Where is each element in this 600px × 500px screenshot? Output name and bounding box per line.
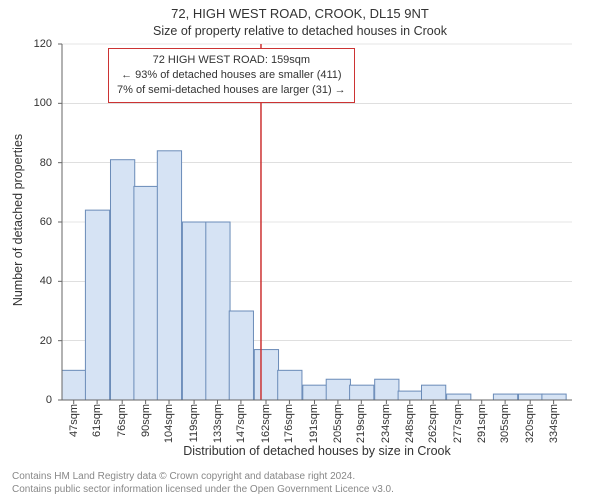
x-tick-label: 205sqm: [332, 404, 344, 443]
chart-container: 72, HIGH WEST ROAD, CROOK, DL15 9NT Size…: [0, 0, 600, 500]
y-tick-label: 100: [2, 97, 52, 109]
x-tick-label: 277sqm: [452, 404, 464, 443]
footer-line1: Contains HM Land Registry data © Crown c…: [12, 470, 394, 483]
y-axis-ticks: 020406080100120: [0, 44, 58, 400]
x-tick-label: 90sqm: [140, 404, 152, 437]
x-tick-label: 176sqm: [283, 404, 295, 443]
annotation-box: 72 HIGH WEST ROAD: 159sqm ← 93% of detac…: [108, 48, 355, 103]
x-tick-label: 305sqm: [499, 404, 511, 443]
x-tick-label: 147sqm: [235, 404, 247, 443]
x-axis-label: Distribution of detached houses by size …: [62, 444, 572, 458]
x-tick-label: 320sqm: [524, 404, 536, 443]
annotation-line2: ← 93% of detached houses are smaller (41…: [117, 68, 346, 83]
footer-attribution: Contains HM Land Registry data © Crown c…: [12, 470, 394, 496]
x-tick-label: 76sqm: [116, 404, 128, 437]
x-tick-label: 291sqm: [476, 404, 488, 443]
annotation-line3: 7% of semi-detached houses are larger (3…: [117, 83, 346, 98]
x-tick-label: 219sqm: [355, 404, 367, 443]
chart-subtitle: Size of property relative to detached ho…: [0, 24, 600, 38]
x-tick-label: 47sqm: [68, 404, 80, 437]
annotation-line1: 72 HIGH WEST ROAD: 159sqm: [117, 53, 346, 68]
y-tick-label: 60: [2, 216, 52, 228]
y-tick-label: 40: [2, 275, 52, 287]
x-tick-label: 162sqm: [260, 404, 272, 443]
x-tick-label: 234sqm: [380, 404, 392, 443]
x-tick-label: 133sqm: [212, 404, 224, 443]
y-tick-label: 120: [2, 38, 52, 50]
x-tick-label: 191sqm: [308, 404, 320, 443]
y-tick-label: 0: [2, 394, 52, 406]
x-tick-label: 262sqm: [427, 404, 439, 443]
footer-line2: Contains public sector information licen…: [12, 483, 394, 496]
y-tick-label: 20: [2, 335, 52, 347]
page-title: 72, HIGH WEST ROAD, CROOK, DL15 9NT: [0, 6, 600, 21]
x-tick-label: 334sqm: [548, 404, 560, 443]
x-tick-label: 104sqm: [163, 404, 175, 443]
x-tick-label: 61sqm: [91, 404, 103, 437]
x-tick-label: 119sqm: [188, 404, 200, 442]
y-tick-label: 80: [2, 157, 52, 169]
x-tick-label: 248sqm: [404, 404, 416, 443]
